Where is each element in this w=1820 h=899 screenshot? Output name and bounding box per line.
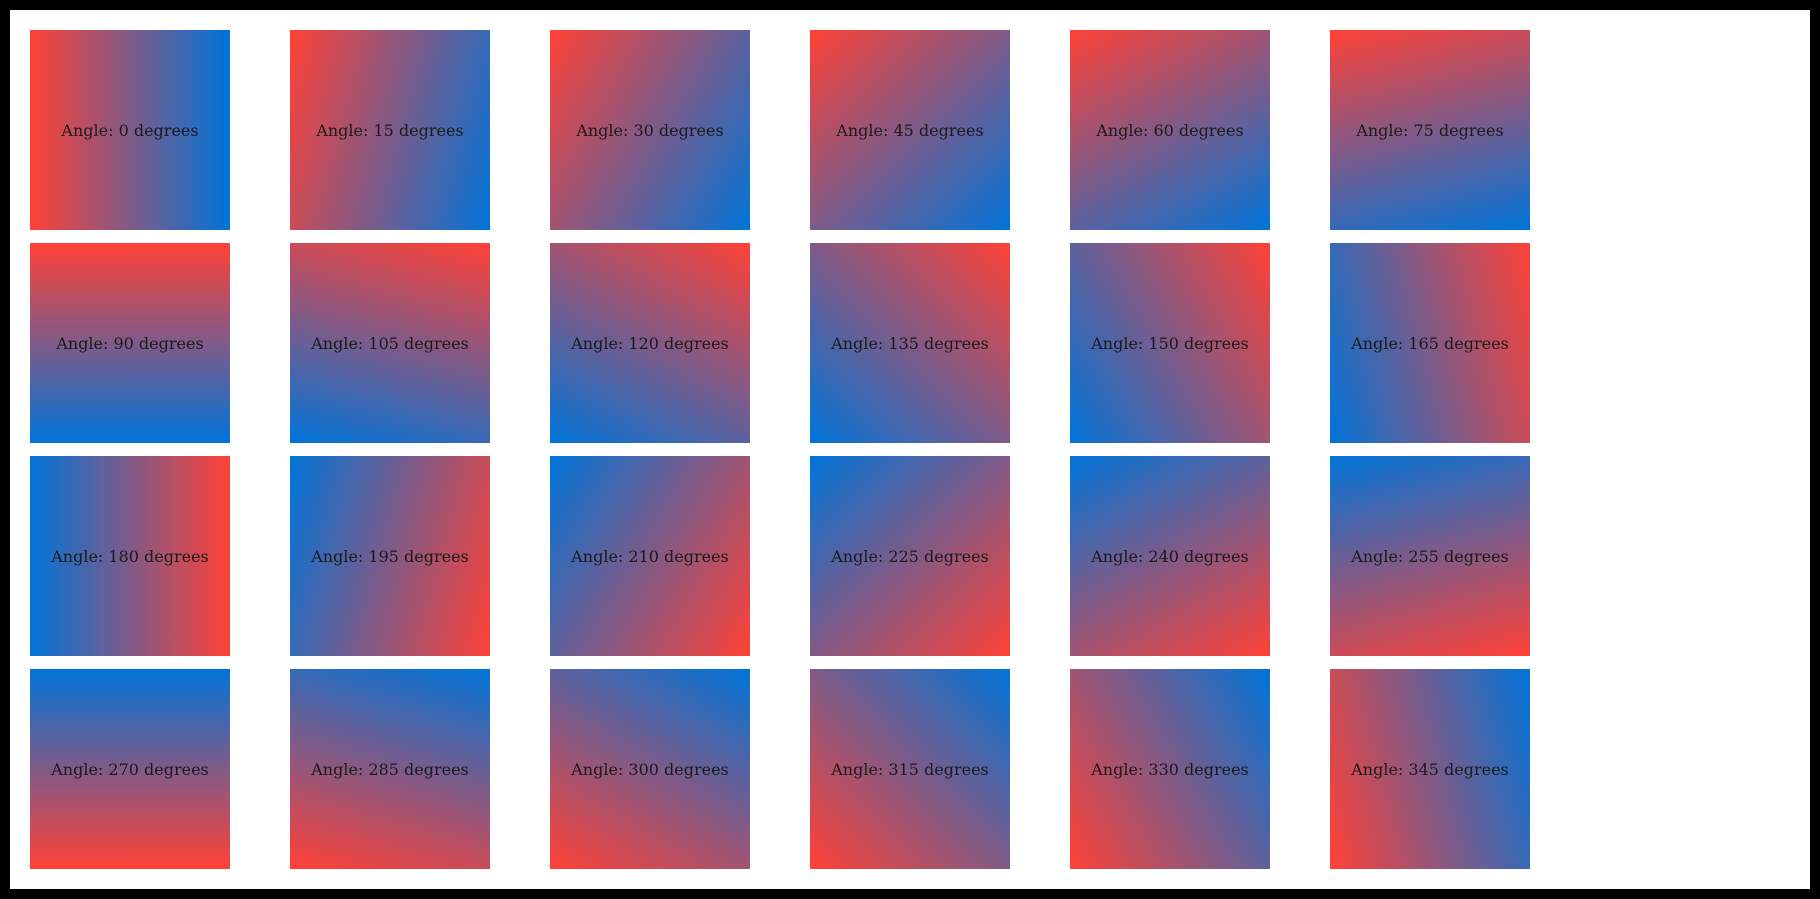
tile-label: Angle: 45 degrees xyxy=(836,120,984,140)
gradient-tile: Angle: 255 degrees xyxy=(1330,456,1530,656)
tile-label: Angle: 195 degrees xyxy=(311,546,469,566)
gradient-tile: Angle: 270 degrees xyxy=(30,669,230,869)
tile-label: Angle: 345 degrees xyxy=(1351,759,1509,779)
gradient-tile: Angle: 240 degrees xyxy=(1070,456,1270,656)
tile-label: Angle: 270 degrees xyxy=(51,759,209,779)
gradient-tile: Angle: 135 degrees xyxy=(810,243,1010,443)
gradient-tile: Angle: 0 degrees xyxy=(30,30,230,230)
gradient-tile: Angle: 330 degrees xyxy=(1070,669,1270,869)
tile-label: Angle: 120 degrees xyxy=(571,333,729,353)
tile-label: Angle: 165 degrees xyxy=(1351,333,1509,353)
gradient-tile: Angle: 195 degrees xyxy=(290,456,490,656)
tile-label: Angle: 75 degrees xyxy=(1356,120,1504,140)
gradient-tile: Angle: 105 degrees xyxy=(290,243,490,443)
tile-label: Angle: 30 degrees xyxy=(576,120,724,140)
tile-label: Angle: 15 degrees xyxy=(316,120,464,140)
tile-label: Angle: 315 degrees xyxy=(831,759,989,779)
gradient-tile: Angle: 300 degrees xyxy=(550,669,750,869)
tile-label: Angle: 135 degrees xyxy=(831,333,989,353)
tile-label: Angle: 105 degrees xyxy=(311,333,469,353)
page-canvas: Angle: 0 degrees Angle: 15 degrees Angle: … xyxy=(10,10,1810,889)
tile-label: Angle: 255 degrees xyxy=(1351,546,1509,566)
tile-label: Angle: 150 degrees xyxy=(1091,333,1249,353)
gradient-tile: Angle: 165 degrees xyxy=(1330,243,1530,443)
gradient-tile: Angle: 15 degrees xyxy=(290,30,490,230)
gradient-tile: Angle: 150 degrees xyxy=(1070,243,1270,443)
gradient-tile: Angle: 45 degrees xyxy=(810,30,1010,230)
tile-label: Angle: 225 degrees xyxy=(831,546,989,566)
tile-label: Angle: 180 degrees xyxy=(51,546,209,566)
gradient-tile: Angle: 345 degrees xyxy=(1330,669,1530,869)
gradient-tile: Angle: 210 degrees xyxy=(550,456,750,656)
tile-label: Angle: 330 degrees xyxy=(1091,759,1249,779)
gradient-tile: Angle: 180 degrees xyxy=(30,456,230,656)
tile-label: Angle: 285 degrees xyxy=(311,759,469,779)
tile-label: Angle: 0 degrees xyxy=(61,120,199,140)
tile-label: Angle: 210 degrees xyxy=(571,546,729,566)
gradient-tile: Angle: 120 degrees xyxy=(550,243,750,443)
gradient-tile: Angle: 30 degrees xyxy=(550,30,750,230)
gradient-tile: Angle: 75 degrees xyxy=(1330,30,1530,230)
gradient-tile: Angle: 315 degrees xyxy=(810,669,1010,869)
gradient-tile: Angle: 225 degrees xyxy=(810,456,1010,656)
tile-label: Angle: 240 degrees xyxy=(1091,546,1249,566)
gradient-tile: Angle: 60 degrees xyxy=(1070,30,1270,230)
tile-label: Angle: 90 degrees xyxy=(56,333,204,353)
gradient-tile: Angle: 285 degrees xyxy=(290,669,490,869)
tile-label: Angle: 300 degrees xyxy=(571,759,729,779)
gradient-grid: Angle: 0 degrees Angle: 15 degrees Angle: … xyxy=(30,30,1530,869)
tile-label: Angle: 60 degrees xyxy=(1096,120,1244,140)
gradient-tile: Angle: 90 degrees xyxy=(30,243,230,443)
